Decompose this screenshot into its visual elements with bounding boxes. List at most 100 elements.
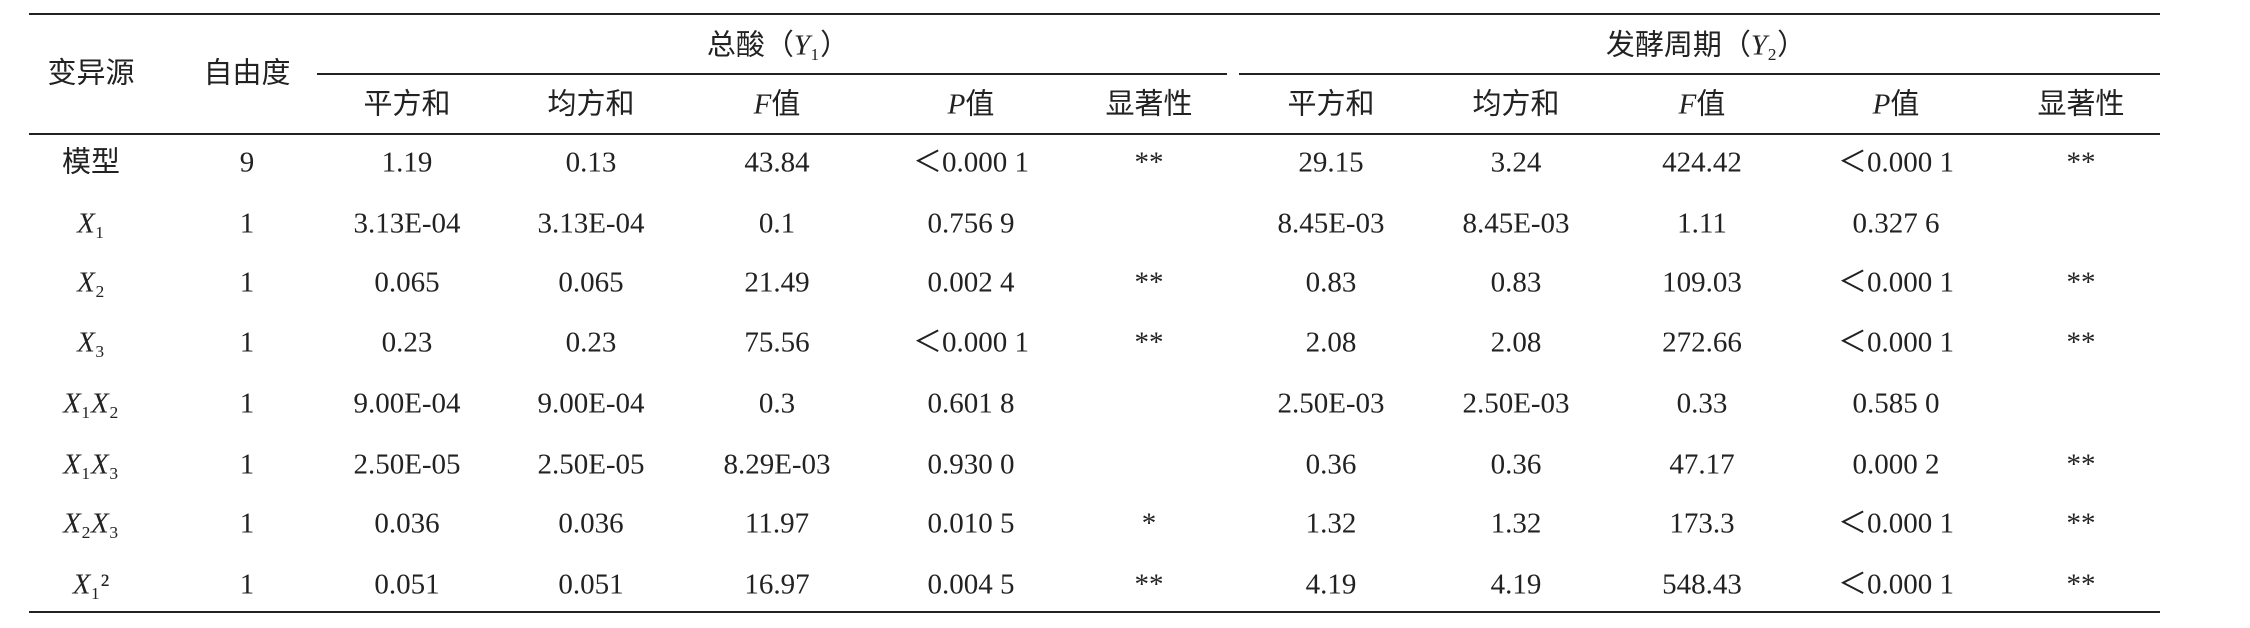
- table-cell: 1.32: [1305, 507, 1357, 540]
- table-cell: 0.585 0: [1852, 387, 1940, 420]
- table-cell: 1: [239, 448, 255, 481]
- table-cell: ＜0.000 1: [912, 326, 1030, 359]
- table-cell: 11.97: [744, 507, 810, 540]
- table-cell: 0.13: [565, 146, 617, 179]
- table-cell: **: [2066, 326, 2096, 359]
- table-cell: **: [2066, 146, 2096, 179]
- table-cell: 8.45E-03: [1462, 207, 1570, 240]
- group-rule: [317, 73, 1227, 75]
- table-cell: 0.051: [374, 568, 440, 601]
- row-header-title: 变异源: [47, 57, 135, 90]
- table-cell: **: [1134, 568, 1164, 601]
- row-label: X₁²: [72, 568, 110, 601]
- table-cell: 43.84: [744, 146, 810, 179]
- table-cell: 0.065: [558, 266, 624, 299]
- table-cell: 424.42: [1662, 146, 1742, 179]
- table-cell: 0.051: [558, 568, 624, 601]
- table-cell: 548.43: [1662, 568, 1742, 601]
- table-cell: 0.36: [1305, 448, 1357, 481]
- column-header: 显著性: [2037, 88, 2125, 121]
- table-cell: 4.19: [1305, 568, 1357, 601]
- table-cell: 3.24: [1490, 146, 1542, 179]
- table-cell: 0.1: [758, 207, 796, 240]
- table-cell: **: [2066, 266, 2096, 299]
- table-cell: ＜0.000 1: [1837, 146, 1955, 179]
- table-cell: 2.50E-05: [353, 448, 461, 481]
- table-cell: 0.036: [558, 507, 624, 540]
- row-label: X₃: [77, 326, 105, 359]
- table-cell: 9.00E-04: [537, 387, 645, 420]
- table-cell: 109.03: [1662, 266, 1742, 299]
- table-cell: 3.13E-04: [353, 207, 461, 240]
- table-cell: 9.00E-04: [353, 387, 461, 420]
- table-cell: 21.49: [744, 266, 810, 299]
- table-cell: 0.83: [1305, 266, 1357, 299]
- table-cell: **: [1134, 266, 1164, 299]
- table-cell: 0.36: [1490, 448, 1542, 481]
- header-rule: [29, 133, 2160, 135]
- table-cell: 29.15: [1298, 146, 1364, 179]
- df-header: 自由度: [203, 57, 291, 90]
- table-cell: **: [1134, 146, 1164, 179]
- table-cell: 0.930 0: [927, 448, 1015, 481]
- table-cell: 8.45E-03: [1277, 207, 1385, 240]
- column-header: 平方和: [363, 88, 451, 121]
- table-cell: ＜0.000 1: [1837, 266, 1955, 299]
- table-cell: 1: [239, 507, 255, 540]
- table-cell: 173.3: [1669, 507, 1735, 540]
- column-header: 显著性: [1105, 88, 1193, 121]
- column-header: F值: [753, 88, 801, 121]
- table-cell: 2.50E-03: [1277, 387, 1385, 420]
- table-cell: 75.56: [744, 326, 810, 359]
- table-cell: 1.19: [381, 146, 433, 179]
- table-cell: 0.23: [565, 326, 617, 359]
- table-cell: 2.50E-03: [1462, 387, 1570, 420]
- row-label: 模型: [61, 146, 121, 179]
- row-label: X₁X₂: [63, 387, 119, 420]
- row-label: X₂X₃: [63, 507, 119, 540]
- table-cell: ＜0.000 1: [1837, 507, 1955, 540]
- table-cell: 1: [239, 207, 255, 240]
- row-label: X₁X₃: [63, 448, 119, 481]
- group-rule: [1239, 73, 2160, 75]
- table-cell: 1: [239, 568, 255, 601]
- table-cell: 1: [239, 326, 255, 359]
- table-cell: 0.036: [374, 507, 440, 540]
- table-cell: ＜0.000 1: [1837, 326, 1955, 359]
- table-cell: 8.29E-03: [723, 448, 831, 481]
- row-label: X₁: [77, 207, 105, 240]
- table-cell: 2.50E-05: [537, 448, 645, 481]
- table-cell: 0.002 4: [927, 266, 1015, 299]
- table-cell: 3.13E-04: [537, 207, 645, 240]
- table-cell: ＜0.000 1: [1837, 568, 1955, 601]
- column-header: P值: [1872, 88, 1920, 121]
- column-header: 均方和: [547, 88, 635, 121]
- table-cell: 4.19: [1490, 568, 1542, 601]
- table-cell: 0.756 9: [927, 207, 1015, 240]
- top-rule: [29, 13, 2160, 15]
- group-header: 总酸（Y₁）: [706, 29, 850, 62]
- bottom-rule: [29, 611, 2160, 613]
- table-cell: 0.000 2: [1852, 448, 1940, 481]
- table-cell: **: [2066, 507, 2096, 540]
- column-header: F值: [1678, 88, 1726, 121]
- table-cell: 47.17: [1669, 448, 1735, 481]
- table-cell: 0.601 8: [927, 387, 1015, 420]
- column-header: 平方和: [1287, 88, 1375, 121]
- table-cell: 272.66: [1662, 326, 1742, 359]
- table-cell: 0.010 5: [927, 507, 1015, 540]
- table-cell: *: [1141, 507, 1157, 540]
- row-label: X₂: [77, 266, 105, 299]
- table-cell: 1.11: [1677, 207, 1727, 240]
- table-cell: 0.065: [374, 266, 440, 299]
- table-cell: 0.3: [758, 387, 796, 420]
- table-cell: 0.327 6: [1852, 207, 1940, 240]
- table-cell: 2.08: [1305, 326, 1357, 359]
- column-header: P值: [947, 88, 995, 121]
- table-cell: 1.32: [1490, 507, 1542, 540]
- table-cell: **: [2066, 448, 2096, 481]
- table-cell: 9: [239, 146, 255, 179]
- table-cell: 0.83: [1490, 266, 1542, 299]
- table-cell: 2.08: [1490, 326, 1542, 359]
